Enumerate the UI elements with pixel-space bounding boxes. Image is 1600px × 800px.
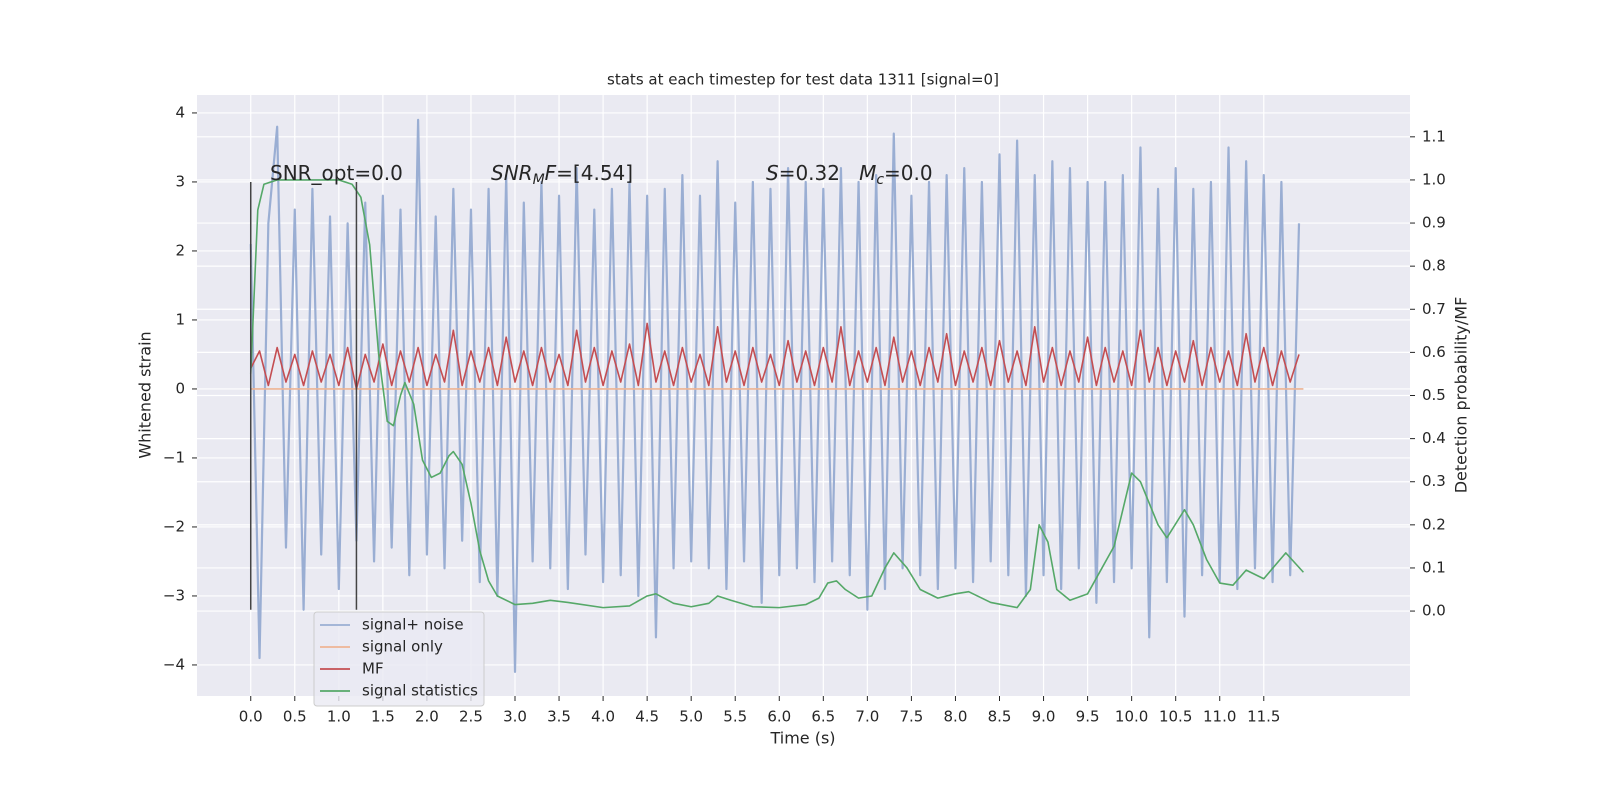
x-tick-label: 1.5 — [371, 708, 395, 726]
y-tick-label: 0 — [175, 379, 185, 397]
x-tick-label: 0.5 — [283, 708, 307, 726]
y2-tick-label: 0.1 — [1422, 558, 1446, 576]
x-tick-label: 8.0 — [944, 708, 968, 726]
y-tick-label: 4 — [175, 103, 185, 121]
x-tick-label: 3.5 — [547, 708, 571, 726]
x-tick-label: 6.0 — [767, 708, 791, 726]
annotation-part: SNR_opt=0.0 — [270, 161, 403, 185]
legend-label: MF — [362, 660, 384, 678]
y-tick-label: −3 — [163, 586, 185, 604]
y2-tick-label: 0.7 — [1422, 300, 1446, 318]
y2-tick-label: 0.5 — [1422, 386, 1446, 404]
legend-label: signal statistics — [362, 682, 478, 700]
annotation: S=0.32 Mc=0.0 — [766, 161, 933, 188]
y-tick-label: 3 — [175, 172, 185, 190]
y-tick-label: −4 — [163, 655, 185, 673]
y-tick-label: 1 — [175, 310, 185, 328]
x-tick-label: 0.0 — [239, 708, 263, 726]
x-tick-label: 2.5 — [459, 708, 483, 726]
x-tick-label: 6.5 — [811, 708, 835, 726]
y-axis-label: Whitened strain — [136, 331, 155, 458]
x-tick-label: 1.0 — [327, 708, 351, 726]
y-tick-label: −2 — [163, 517, 185, 535]
x-tick-label: 3.0 — [503, 708, 527, 726]
annotation-part: SNR — [491, 161, 533, 185]
x-tick-label: 9.5 — [1076, 708, 1100, 726]
y-tick-label: −1 — [163, 448, 185, 466]
y2-axis-label: Detection probability/MF — [1452, 297, 1471, 494]
y2-tick-label: 0.2 — [1422, 515, 1446, 533]
series-line — [250, 322, 1300, 390]
x-tick-label: 5.5 — [723, 708, 747, 726]
x-tick-label: 4.0 — [591, 708, 615, 726]
annotation: SNRMF=[4.54] — [491, 161, 633, 188]
y-tick-label: 2 — [175, 241, 185, 259]
y2-tick-label: 0.6 — [1422, 343, 1446, 361]
x-tick-label: 4.5 — [635, 708, 659, 726]
legend-box — [313, 611, 485, 707]
annotation: SNR_opt=0.0 — [270, 161, 403, 185]
series-line — [249, 118, 1301, 673]
x-axis-label: Time (s) — [769, 729, 835, 748]
annotation-part: =[4.54] — [556, 161, 633, 185]
x-tick-label: 11.0 — [1203, 708, 1236, 726]
series-line — [249, 179, 1305, 609]
x-tick-label: 8.5 — [988, 708, 1012, 726]
x-tick-label: 2.0 — [415, 708, 439, 726]
annotation-part: =0.32 — [779, 161, 859, 185]
x-tick-label: 7.5 — [899, 708, 923, 726]
annotation-part: =0.0 — [884, 161, 933, 185]
annotation-part: M — [859, 161, 876, 185]
y2-tick-label: 0.0 — [1422, 602, 1446, 620]
y2-tick-label: 0.3 — [1422, 472, 1446, 490]
y2-tick-label: 0.4 — [1422, 429, 1446, 447]
x-tick-label: 10.5 — [1159, 708, 1192, 726]
legend-label: signal+ noise — [362, 616, 464, 634]
x-tick-label: 10.0 — [1115, 708, 1148, 726]
annotation-part: M — [533, 172, 545, 188]
x-tick-label: 7.0 — [855, 708, 879, 726]
x-tick-label: 5.0 — [679, 708, 703, 726]
chart-title: stats at each timestep for test data 131… — [607, 71, 999, 89]
legend: signal+ noise signal only MF signal statist… — [313, 611, 485, 707]
annotation-part: S — [766, 161, 779, 185]
x-tick-label: 9.0 — [1032, 708, 1056, 726]
annotation-part: c — [876, 172, 884, 188]
y2-tick-label: 0.8 — [1422, 257, 1446, 275]
x-tick-label: 11.5 — [1247, 708, 1280, 726]
y2-tick-label: 1.0 — [1422, 170, 1446, 188]
y2-tick-label: 0.9 — [1422, 214, 1446, 232]
legend-label: signal only — [362, 638, 443, 656]
y2-tick-label: 1.1 — [1422, 127, 1446, 145]
annotation-part: F — [545, 161, 557, 185]
